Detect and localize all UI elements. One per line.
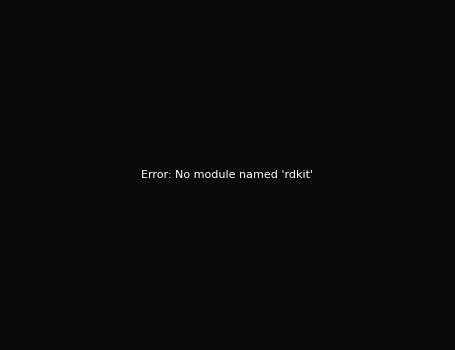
Text: Error: No module named 'rdkit': Error: No module named 'rdkit': [142, 170, 313, 180]
